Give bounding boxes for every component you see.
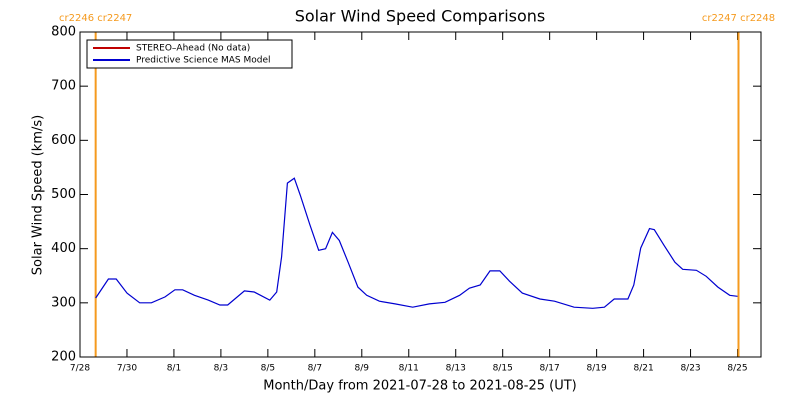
y-tick-label: 200 bbox=[51, 350, 76, 365]
plot-frame bbox=[79, 31, 762, 358]
x-tick-label: 8/11 bbox=[399, 364, 419, 374]
annotation-label: cr2246 cr2247 bbox=[59, 13, 132, 24]
x-axis-label: Month/Day from 2021-07-28 to 2021-08-25 … bbox=[263, 379, 576, 394]
legend-box bbox=[86, 39, 293, 69]
y-tick-label: 600 bbox=[51, 133, 76, 148]
x-tick-label: 8/17 bbox=[540, 364, 560, 374]
y-tick-label: 700 bbox=[51, 79, 76, 94]
x-tick-label: 8/13 bbox=[446, 364, 466, 374]
x-tick-label: 8/3 bbox=[214, 364, 228, 374]
x-tick-label: 8/21 bbox=[633, 364, 653, 374]
y-tick-label: 800 bbox=[51, 25, 76, 40]
x-tick-label: 8/1 bbox=[167, 364, 181, 374]
series-line bbox=[95, 177, 738, 309]
legend-label: Predictive Science MAS Model bbox=[136, 56, 271, 66]
y-axis-label: Solar Wind Speed (km/s) bbox=[31, 115, 46, 275]
y-tick-label: 500 bbox=[51, 187, 76, 202]
x-tick-label: 8/23 bbox=[680, 364, 700, 374]
chart-title: Solar Wind Speed Comparisons bbox=[295, 7, 546, 26]
x-tick-label: 8/25 bbox=[727, 364, 747, 374]
x-tick-label: 8/15 bbox=[493, 364, 513, 374]
x-tick-label: 7/28 bbox=[70, 364, 90, 374]
x-tick-label: 8/7 bbox=[308, 364, 322, 374]
x-tick-label: 7/30 bbox=[117, 364, 137, 374]
legend-label: STEREO–Ahead (No data) bbox=[136, 44, 250, 54]
x-tick-label: 8/5 bbox=[261, 364, 275, 374]
y-tick-label: 400 bbox=[51, 241, 76, 256]
y-tick-label: 300 bbox=[51, 295, 76, 310]
annotation-label: cr2247 cr2248 bbox=[702, 13, 775, 24]
x-tick-label: 8/19 bbox=[587, 364, 607, 374]
x-tick-label: 8/9 bbox=[355, 364, 370, 374]
